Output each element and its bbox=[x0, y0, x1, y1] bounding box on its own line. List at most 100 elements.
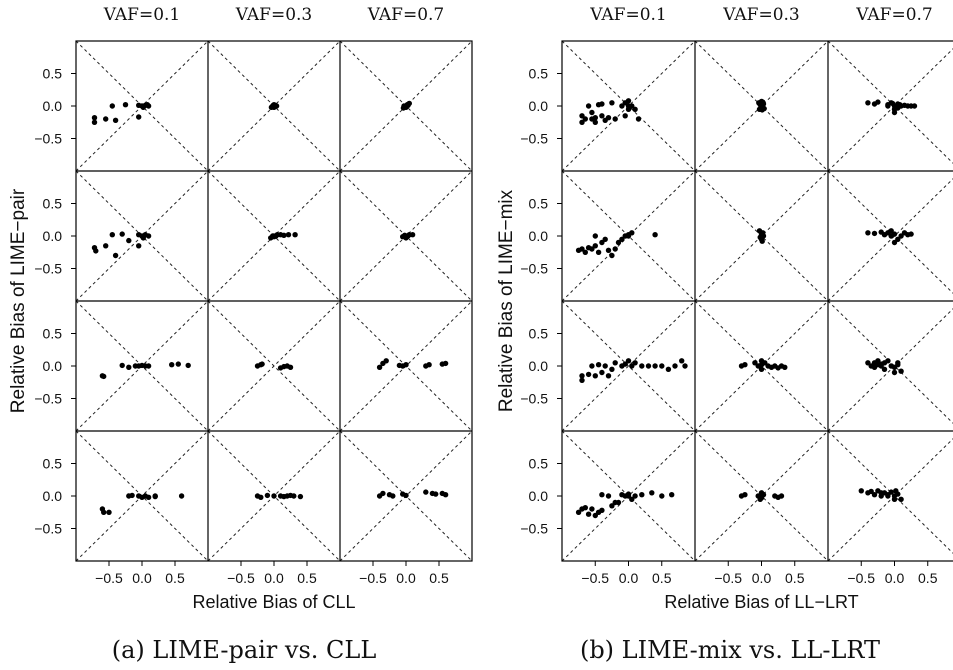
y-tick-label: 0.5 bbox=[43, 456, 63, 472]
data-point bbox=[891, 239, 898, 246]
data-point bbox=[396, 362, 403, 369]
data-point bbox=[615, 239, 622, 246]
data-point bbox=[136, 363, 142, 369]
x-axis-label: Relative Bias of CLL bbox=[192, 592, 355, 612]
panel bbox=[827, 300, 953, 432]
y-tick-label: 0.5 bbox=[43, 326, 63, 342]
x-tick-label: −0.5 bbox=[847, 570, 875, 586]
data-point bbox=[645, 363, 652, 369]
data-point bbox=[575, 509, 582, 515]
data-point bbox=[595, 249, 602, 255]
x-tick-label: −0.5 bbox=[359, 570, 387, 586]
data-point bbox=[632, 493, 638, 499]
data-point bbox=[145, 233, 152, 239]
data-point bbox=[891, 369, 898, 376]
data-point bbox=[409, 232, 416, 238]
data-point bbox=[281, 232, 287, 238]
data-point bbox=[589, 363, 595, 369]
data-point bbox=[742, 362, 748, 368]
data-point bbox=[782, 364, 788, 370]
panel bbox=[561, 430, 696, 562]
panel bbox=[207, 170, 341, 302]
y-tick-label: 0.5 bbox=[529, 66, 549, 82]
data-point bbox=[652, 232, 658, 238]
data-point bbox=[609, 252, 615, 259]
data-point bbox=[605, 247, 612, 253]
data-point bbox=[865, 230, 871, 236]
y-tick-label: 0.5 bbox=[43, 196, 63, 212]
chart-a: VAF=0.1 VAF=0.3 VAF=0.7 0.5 0.0 −0.5 0.5 0.0 −0.… bbox=[8, 5, 473, 664]
data-point bbox=[889, 100, 896, 107]
data-point bbox=[595, 362, 602, 368]
chart-b: VAF=0.1 VAF=0.3 VAF=0.7 0.5 0.0 −0.5 0.5 0.0 −0.… bbox=[496, 5, 953, 664]
data-point bbox=[145, 363, 152, 369]
data-point bbox=[297, 493, 304, 500]
panel bbox=[561, 40, 696, 172]
data-point bbox=[106, 509, 112, 515]
panel bbox=[339, 170, 473, 302]
panel bbox=[207, 40, 341, 172]
data-point bbox=[758, 358, 765, 364]
data-point bbox=[635, 116, 642, 122]
data-point bbox=[140, 104, 146, 111]
panel bbox=[694, 300, 829, 432]
data-point bbox=[897, 102, 903, 108]
data-point bbox=[442, 492, 449, 498]
data-point bbox=[881, 366, 888, 372]
data-point bbox=[592, 243, 598, 249]
data-point bbox=[908, 231, 914, 237]
panel bbox=[207, 300, 341, 432]
data-point bbox=[402, 232, 408, 238]
data-point bbox=[136, 102, 142, 109]
data-point bbox=[625, 233, 632, 239]
data-point bbox=[652, 363, 658, 369]
data-point bbox=[103, 243, 109, 249]
data-point bbox=[589, 506, 595, 512]
x-tick-label: 0.5 bbox=[297, 570, 317, 586]
data-point bbox=[758, 104, 765, 111]
x-tick-label: −0.5 bbox=[95, 570, 123, 586]
chart-caption: (b) LIME-mix vs. LL-LRT bbox=[580, 636, 880, 664]
data-point bbox=[390, 493, 396, 499]
column-header: VAF=0.1 bbox=[589, 5, 666, 25]
y-tick-label: 0.0 bbox=[43, 228, 63, 244]
data-point bbox=[592, 233, 598, 239]
data-point bbox=[405, 102, 411, 109]
data-point bbox=[868, 488, 874, 495]
data-point bbox=[380, 490, 386, 497]
data-point bbox=[423, 489, 429, 495]
data-point bbox=[271, 493, 277, 499]
data-point bbox=[878, 361, 884, 367]
y-tick-label: 0.0 bbox=[529, 358, 549, 374]
data-point bbox=[592, 373, 598, 379]
data-point bbox=[579, 377, 585, 383]
data-point bbox=[126, 237, 132, 244]
data-point bbox=[858, 488, 864, 494]
data-point bbox=[291, 493, 297, 499]
data-point bbox=[112, 252, 119, 259]
data-point bbox=[895, 362, 901, 368]
data-point bbox=[891, 496, 898, 502]
data-point bbox=[672, 363, 678, 369]
panel bbox=[694, 170, 829, 302]
data-point bbox=[403, 492, 409, 499]
y-tick-label: 0.5 bbox=[529, 326, 549, 342]
y-axis-label: Relative Bias of LIME−pair bbox=[8, 188, 29, 413]
y-tick-label: −0.5 bbox=[520, 391, 548, 407]
data-point bbox=[612, 116, 618, 122]
data-point bbox=[893, 488, 899, 494]
y-tick-label: 0.0 bbox=[43, 98, 63, 114]
y-tick-label: 0.0 bbox=[529, 228, 549, 244]
data-point bbox=[376, 364, 383, 370]
data-point bbox=[292, 232, 298, 238]
data-point bbox=[136, 243, 142, 249]
data-point bbox=[585, 511, 592, 517]
panel bbox=[561, 170, 696, 302]
y-tick-label: 0.5 bbox=[529, 456, 549, 472]
data-point bbox=[582, 505, 588, 511]
data-point bbox=[579, 373, 585, 379]
anti-diagonal bbox=[561, 300, 696, 432]
data-point bbox=[119, 231, 125, 237]
panel bbox=[75, 430, 209, 562]
x-tick-label: 0.5 bbox=[165, 570, 185, 586]
